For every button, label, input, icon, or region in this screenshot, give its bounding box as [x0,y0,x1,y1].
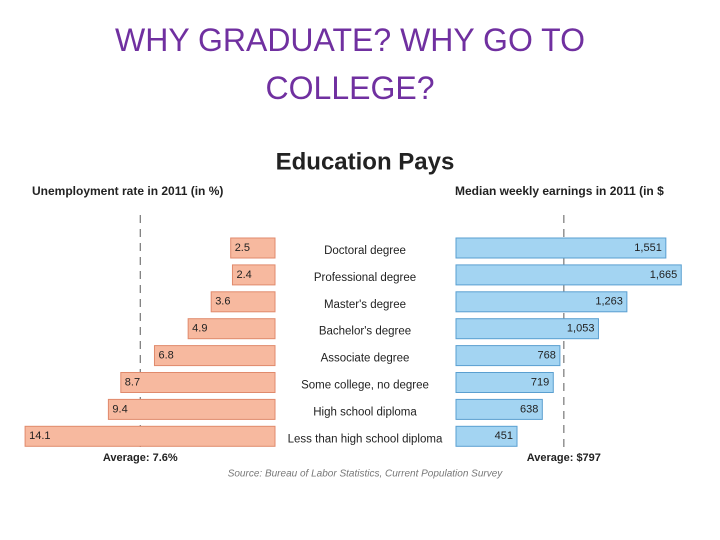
value-label: 1,263 [595,296,623,308]
bar [107,398,276,420]
bar [455,291,628,313]
bar [455,264,682,286]
bar [455,318,599,340]
category-label: Master's degree [324,299,406,311]
value-label: 9.4 [112,403,127,415]
value-label: 1,551 [634,242,662,254]
average-label: Average: 7.6% [103,452,178,464]
average-label: Average: $797 [527,452,601,464]
value-label: 1,053 [567,323,595,335]
bar [455,372,554,393]
chart-title: Education Pays [276,148,455,175]
value-label: 2.5 [235,242,250,254]
bar [210,291,276,313]
category-label: Less than high school diploma [288,433,443,445]
category-label: Associate degree [321,353,410,365]
bar [120,372,276,393]
bar [455,425,518,447]
value-label: 8.7 [125,376,140,388]
bar [455,237,667,259]
value-label: 4.9 [192,323,207,335]
value-label: 6.8 [158,350,173,362]
category-label: Some college, no degree [301,380,429,392]
value-label: 1,665 [650,269,678,281]
category-label: High school diploma [313,406,417,418]
bar [230,237,276,259]
bar [231,264,276,286]
category-label: Doctoral degree [324,245,406,257]
slide-title: WHY GRADUATE? WHY GO TO COLLEGE? [115,22,585,106]
bar [24,425,276,447]
value-label: 638 [520,403,538,415]
category-label: Bachelor's degree [319,326,411,338]
bar [153,345,276,367]
bar [455,345,561,367]
value-label: 14.1 [29,430,50,442]
panel-title: Median weekly earnings in 2011 (in $ [455,184,664,198]
value-label: 768 [538,350,556,362]
value-label: 3.6 [215,296,230,308]
source: Source: Bureau of Labor Statistics, Curr… [228,469,504,480]
value-label: 719 [531,376,549,388]
value-label: 451 [495,430,513,442]
category-label: Professional degree [314,272,416,284]
bar [187,318,276,340]
value-label: 2.4 [236,269,251,281]
bar [455,398,543,420]
panel-title: Unemployment rate in 2011 (in %) [32,184,223,198]
